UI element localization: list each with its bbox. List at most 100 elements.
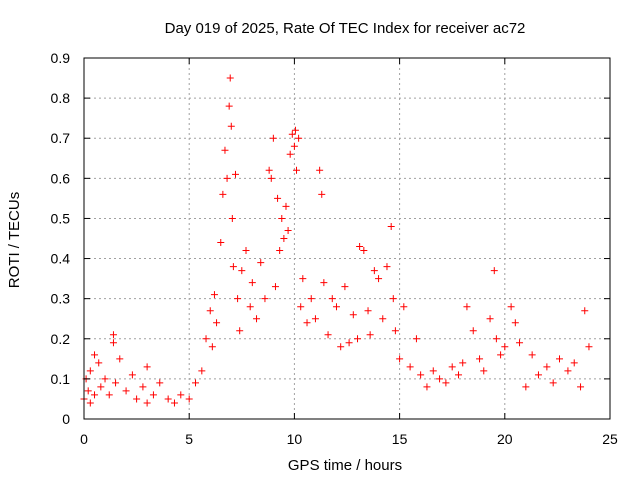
data-point (297, 303, 305, 311)
data-point (364, 307, 372, 315)
data-point (318, 190, 326, 198)
y-tick-label: 0.8 (51, 90, 71, 106)
grid-lines (84, 58, 610, 419)
data-point (177, 391, 185, 399)
data-point (271, 283, 279, 291)
data-point (97, 383, 105, 391)
data-point (238, 267, 246, 275)
data-point (274, 194, 282, 202)
data-point (417, 371, 425, 379)
data-point (109, 339, 117, 347)
data-point (278, 214, 286, 222)
y-tick-label: 0.3 (51, 291, 71, 307)
data-point (375, 275, 383, 283)
data-point (570, 359, 578, 367)
data-point (522, 383, 530, 391)
data-point (311, 315, 319, 323)
data-point (469, 327, 477, 335)
data-point (337, 343, 345, 351)
data-point (221, 146, 229, 154)
data-point (463, 303, 471, 311)
data-point (328, 295, 336, 303)
data-point (86, 399, 94, 407)
y-tick-label: 0.1 (51, 371, 71, 387)
data-point (332, 303, 340, 311)
data-point (293, 166, 301, 174)
data-point (217, 239, 225, 247)
plot-frame (83, 57, 611, 420)
data-point (101, 375, 109, 383)
data-point (534, 371, 542, 379)
data-point (307, 295, 315, 303)
data-point (280, 235, 288, 242)
data-point (229, 263, 237, 271)
y-tick-label: 0.2 (51, 331, 71, 347)
data-point (133, 395, 141, 403)
data-point (516, 339, 524, 347)
data-point (389, 295, 397, 303)
data-point (257, 259, 265, 267)
data-point (581, 307, 589, 315)
data-point (497, 351, 505, 359)
data-point (459, 359, 467, 367)
data-point (226, 74, 234, 82)
data-point (234, 295, 242, 303)
data-point (291, 126, 299, 134)
data-point (511, 319, 519, 327)
data-point (299, 275, 307, 283)
data-point (128, 371, 136, 379)
data-point (143, 363, 151, 371)
x-tick-label: 15 (392, 431, 408, 447)
data-point (501, 343, 509, 351)
y-tick-label: 0.7 (51, 130, 71, 146)
data-point (105, 391, 113, 399)
data-point (490, 267, 498, 275)
data-point (227, 122, 235, 130)
data-point (231, 170, 239, 178)
data-point (286, 150, 294, 158)
y-tick-label: 0 (62, 411, 70, 427)
data-point (198, 367, 206, 375)
data-point (429, 367, 437, 375)
data-point (448, 363, 456, 371)
data-point (225, 102, 233, 110)
data-point (528, 351, 536, 359)
data-point (360, 247, 368, 255)
data-point (223, 174, 231, 182)
data-point (387, 222, 395, 230)
data-point (400, 303, 408, 311)
data-point (156, 379, 164, 387)
data-point (288, 130, 296, 138)
data-point (303, 319, 311, 327)
x-tick-label: 10 (287, 431, 303, 447)
x-tick-label: 20 (497, 431, 513, 447)
data-point (476, 355, 484, 363)
data-points (80, 74, 593, 407)
data-point (170, 399, 178, 407)
data-point (543, 363, 551, 371)
y-axis-label: ROTI / TECUs (6, 192, 23, 288)
x-tick-label: 25 (602, 431, 618, 447)
data-point (116, 355, 124, 363)
data-point (549, 379, 557, 387)
data-point (91, 391, 99, 399)
x-tick-label: 5 (185, 431, 193, 447)
chart-title: Day 019 of 2025, Rate Of TEC Index for r… (165, 20, 526, 37)
data-point (349, 311, 357, 319)
data-point (267, 174, 275, 182)
data-point (295, 134, 303, 142)
data-point (219, 190, 227, 198)
data-point (406, 363, 414, 371)
data-point (492, 335, 500, 343)
data-point (356, 243, 364, 251)
data-point (577, 383, 585, 391)
data-point (354, 335, 362, 343)
data-point (436, 375, 444, 383)
data-point (213, 319, 221, 327)
data-point (86, 367, 94, 375)
data-point (383, 263, 391, 271)
data-point (282, 202, 290, 210)
y-tick-label: 0.6 (51, 170, 71, 186)
y-tick-label: 0.5 (51, 210, 71, 226)
